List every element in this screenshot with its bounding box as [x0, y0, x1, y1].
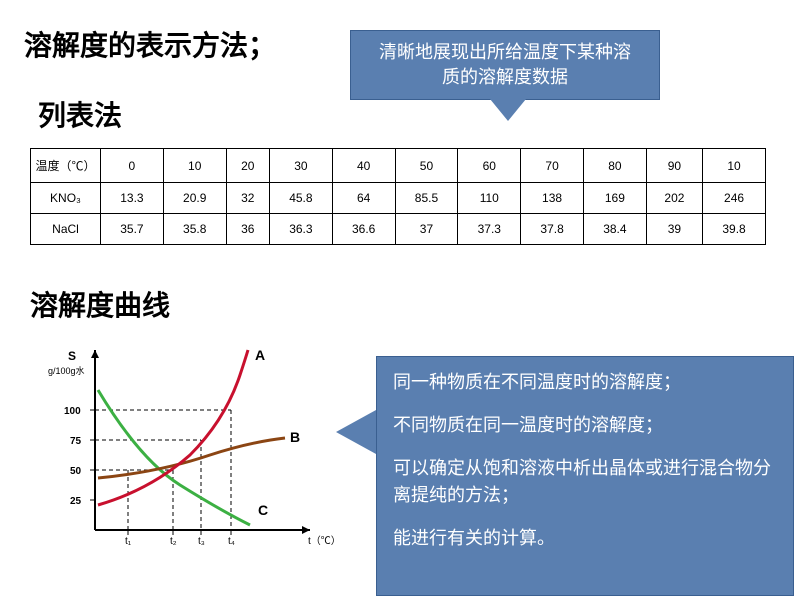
svg-text:C: C: [258, 502, 268, 518]
table-cell: 169: [583, 183, 646, 214]
svg-text:25: 25: [70, 496, 82, 507]
callout-line: 可以确定从饱和溶液中析出晶体或进行混合物分离提纯的方法；: [393, 455, 777, 509]
callout-line: 同一种物质在不同温度时的溶解度；: [393, 369, 777, 396]
svg-text:t₁: t₁: [125, 536, 132, 547]
table-cell: 36: [226, 214, 269, 245]
table-cell: 10: [163, 149, 226, 183]
chart-ylabel-sub: g/100g水: [48, 365, 85, 376]
table-cell: 85.5: [395, 183, 458, 214]
svg-text:50: 50: [70, 466, 82, 477]
table-cell: 0: [101, 149, 164, 183]
table-cell: 38.4: [583, 214, 646, 245]
table-cell: 45.8: [269, 183, 332, 214]
table-cell: 64: [332, 183, 395, 214]
table-cell: 39.8: [703, 214, 766, 245]
svg-text:100: 100: [64, 406, 81, 417]
table-row: KNO₃ 13.3 20.9 32 45.8 64 85.5 110 138 1…: [31, 183, 766, 214]
chart-xlabel: t（℃）: [308, 535, 340, 547]
table-cell: 37.8: [521, 214, 584, 245]
svg-text:t₄: t₄: [228, 536, 235, 547]
table-cell: 50: [395, 149, 458, 183]
subtitle-list-method: 列表法: [38, 94, 122, 134]
svg-text:t₂: t₂: [170, 536, 177, 547]
table-cell: 30: [269, 149, 332, 183]
table-cell: 35.8: [163, 214, 226, 245]
table-cell: 37.3: [458, 214, 521, 245]
table-cell: 10: [703, 149, 766, 183]
table-cell: 246: [703, 183, 766, 214]
callout-arrow-down: [490, 99, 526, 121]
solubility-table: 温度（℃） 0 10 20 30 40 50 60 70 80 90 10 KN…: [30, 148, 766, 245]
table-cell: 138: [521, 183, 584, 214]
table-row: 温度（℃） 0 10 20 30 40 50 60 70 80 90 10: [31, 149, 766, 183]
table-cell: 70: [521, 149, 584, 183]
svg-text:75: 75: [70, 436, 82, 447]
callout-table-description: 清晰地展现出所给温度下某种溶质的溶解度数据: [350, 30, 660, 100]
curve-b: [98, 438, 285, 478]
table-cell: NaCl: [31, 214, 101, 245]
table-cell: 36.3: [269, 214, 332, 245]
page-title: 溶解度的表示方法；: [24, 24, 276, 64]
callout-arrow-left: [336, 410, 376, 454]
table-cell: 温度（℃）: [31, 149, 101, 183]
table-cell: 20: [226, 149, 269, 183]
table-cell: 37: [395, 214, 458, 245]
table-cell: 80: [583, 149, 646, 183]
callout-curve-description: 同一种物质在不同温度时的溶解度； 不同物质在同一温度时的溶解度； 可以确定从饱和…: [376, 356, 794, 596]
table-cell: 90: [646, 149, 702, 183]
callout-line: 能进行有关的计算。: [393, 525, 777, 552]
chart-ylabel: S: [68, 349, 76, 363]
table-cell: 40: [332, 149, 395, 183]
table-cell: 202: [646, 183, 702, 214]
table-row: NaCl 35.7 35.8 36 36.3 36.6 37 37.3 37.8…: [31, 214, 766, 245]
table-cell: 39: [646, 214, 702, 245]
callout-line: 不同物质在同一温度时的溶解度；: [393, 412, 777, 439]
table-cell: 36.6: [332, 214, 395, 245]
solubility-curve-chart: S g/100g水 t（℃） 25 50 75 100 t₁ t₂ t₃ t₄ …: [40, 330, 340, 570]
subtitle-curve-method: 溶解度曲线: [30, 284, 170, 324]
table-cell: 110: [458, 183, 521, 214]
table-cell: KNO₃: [31, 183, 101, 214]
svg-text:A: A: [255, 347, 265, 363]
svg-text:B: B: [290, 429, 300, 445]
svg-text:t₃: t₃: [198, 536, 205, 547]
table-cell: 13.3: [101, 183, 164, 214]
table-cell: 60: [458, 149, 521, 183]
table-cell: 32: [226, 183, 269, 214]
table-cell: 35.7: [101, 214, 164, 245]
table-cell: 20.9: [163, 183, 226, 214]
